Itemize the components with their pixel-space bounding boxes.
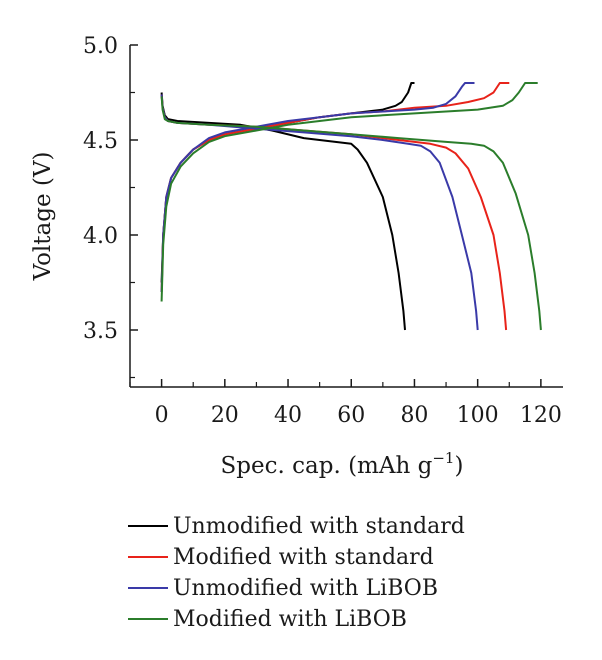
x-tick-label: 80 bbox=[400, 403, 428, 428]
y-tick-label: 4.5 bbox=[83, 129, 118, 154]
x-tick-label: 120 bbox=[520, 403, 562, 428]
legend: Unmodified with standard Modified with st… bbox=[128, 514, 465, 632]
series-layer bbox=[160, 82, 542, 331]
x-axis-label-main: Spec. cap. (mAh g bbox=[221, 453, 433, 479]
x-ticks: 0 20 40 60 80 100 120 bbox=[129, 379, 562, 428]
legend-label: Unmodified with standard bbox=[173, 514, 465, 539]
legend-label: Modified with standard bbox=[173, 545, 434, 570]
series-line-modified-with-libob-charge bbox=[160, 82, 538, 302]
x-tick-label: 60 bbox=[337, 403, 365, 428]
x-axis-label: Spec. cap. (mAh g−1) bbox=[221, 449, 464, 479]
series-line-modified-with-libob-discharge bbox=[160, 96, 542, 331]
x-tick-label: 0 bbox=[155, 403, 169, 428]
legend-label: Modified with LiBOB bbox=[173, 607, 407, 632]
y-tick-label: 5.0 bbox=[83, 34, 118, 59]
y-tick-label: 3.5 bbox=[83, 319, 118, 344]
plot-area: 3.5 4.0 4.5 5.0 0 20 40 60 80 100 120 bbox=[83, 34, 563, 428]
series-line-unmodified-with-libob-discharge bbox=[160, 94, 479, 331]
y-tick-label: 4.0 bbox=[83, 224, 118, 249]
y-ticks: 3.5 4.0 4.5 5.0 bbox=[83, 34, 138, 379]
x-axis-label-exponent: −1 bbox=[432, 449, 454, 467]
series-line-unmodified-with-standard-discharge bbox=[160, 92, 406, 331]
series-line-unmodified-with-libob-charge bbox=[160, 82, 475, 293]
x-axis-label-tail: ) bbox=[454, 453, 463, 479]
y-axis-label: Voltage (V) bbox=[30, 152, 56, 282]
series-line-modified-with-standard-discharge bbox=[160, 94, 508, 331]
x-tick-label: 40 bbox=[274, 403, 302, 428]
x-tick-label: 20 bbox=[211, 403, 239, 428]
legend-label: Unmodified with LiBOB bbox=[173, 576, 438, 601]
x-tick-label: 100 bbox=[457, 403, 499, 428]
